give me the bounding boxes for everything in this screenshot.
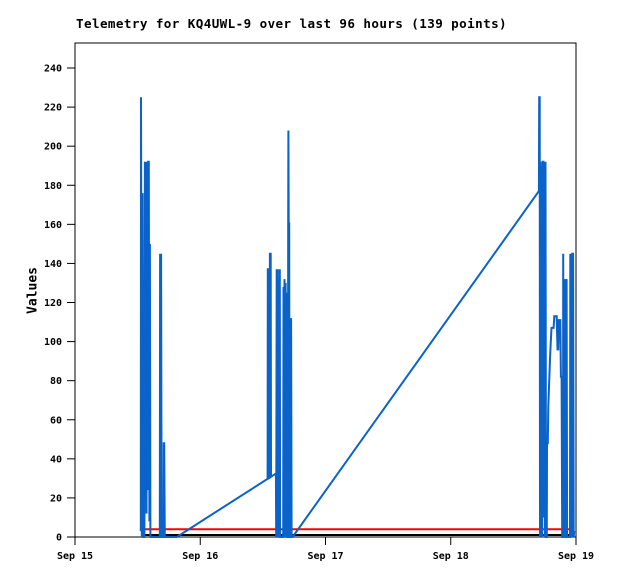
y-tick-label: 0 <box>56 533 62 544</box>
y-tick-label: 120 <box>44 298 62 309</box>
x-tick-label: Sep 18 <box>433 551 469 562</box>
telemetry-channel-blue-line <box>139 96 576 538</box>
y-tick-label: 200 <box>44 142 62 153</box>
y-tick-label: 140 <box>44 259 62 270</box>
y-tick-label: 240 <box>44 64 62 75</box>
x-tick-label: Sep 17 <box>307 551 343 562</box>
y-tick-label: 180 <box>44 181 62 192</box>
x-tick-label: Sep 16 <box>182 551 218 562</box>
chart-title: Telemetry for KQ4UWL-9 over last 96 hour… <box>76 16 508 31</box>
y-tick-label: 80 <box>50 376 62 387</box>
x-tick-label: Sep 15 <box>57 551 93 562</box>
y-tick-label: 160 <box>44 220 62 231</box>
x-tick-label: Sep 19 <box>558 551 594 562</box>
y-tick-label: 20 <box>50 493 62 504</box>
y-tick-label: 220 <box>44 103 62 114</box>
y-tick-label: 100 <box>44 337 62 348</box>
y-tick-label: 40 <box>50 454 62 465</box>
y-tick-label: 60 <box>50 415 62 426</box>
